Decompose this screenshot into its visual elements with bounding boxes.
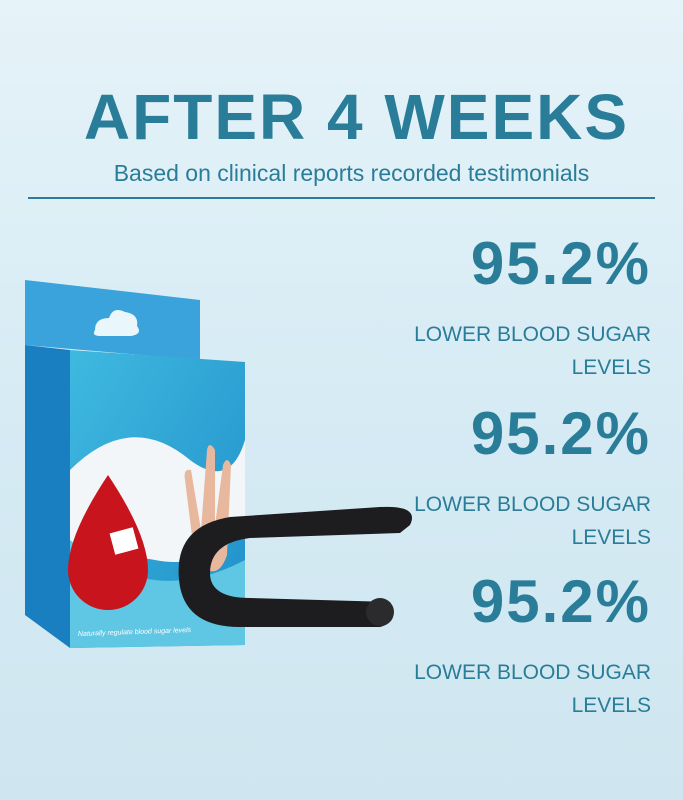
sugar-cube [109, 527, 139, 555]
stat: 95.2% LOWER BLOOD SUGAR LEVELS [361, 402, 651, 554]
subtitle: Based on clinical reports recorded testi… [113, 160, 590, 186]
stat-value: 95.2% [470, 230, 651, 297]
title: AFTER 4 WEEKS [83, 81, 630, 153]
stat-label: LOWER BLOOD SUGAR LEVELS [414, 493, 651, 549]
device [178, 506, 412, 627]
stat-value: 95.2% [470, 568, 651, 635]
stat-label: LOWER BLOOD SUGAR LEVELS [414, 323, 651, 379]
divider [28, 197, 655, 199]
box-bottom [70, 540, 245, 648]
box-side [25, 345, 70, 648]
stat: 95.2% LOWER BLOOD SUGAR LEVELS [361, 232, 651, 384]
device-button [366, 598, 394, 626]
stat-label: LOWER BLOOD SUGAR LEVELS [414, 661, 651, 717]
stat: 95.2% LOWER BLOOD SUGAR LEVELS [361, 570, 651, 722]
hang-hole [93, 310, 139, 336]
stat-value: 95.2% [470, 400, 651, 467]
box-text: Naturally regulate blood sugar levels [78, 627, 192, 638]
blood-drop [68, 475, 148, 610]
